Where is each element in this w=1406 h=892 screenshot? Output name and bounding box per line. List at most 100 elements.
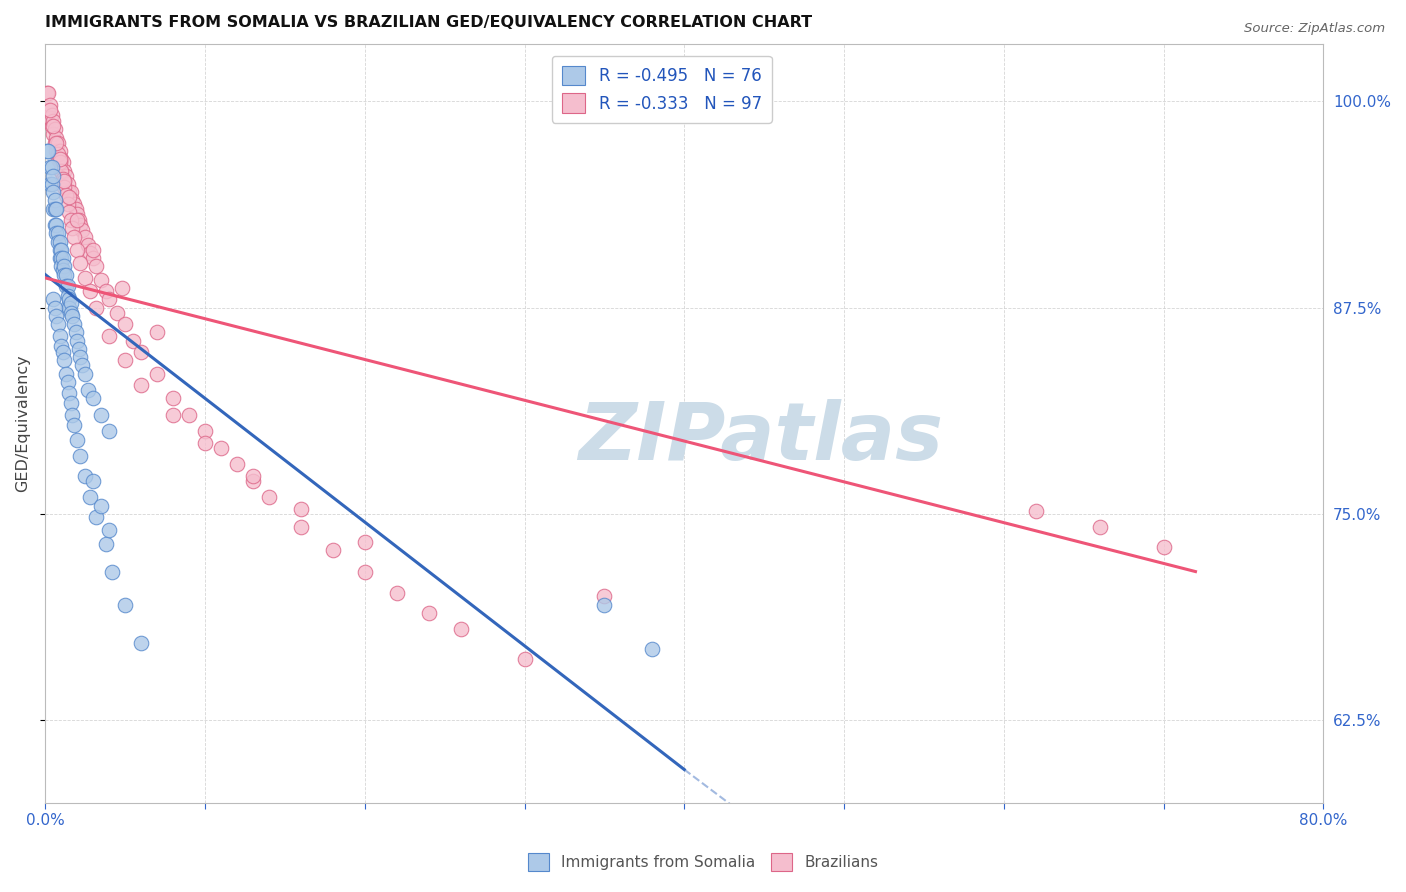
Point (62, 221, 84, 235)
Point (66, 433, 89, 447)
Point (67, 213, 90, 227)
Point (37, 103, 59, 117)
Point (63, 417, 86, 432)
Point (62, 408, 84, 422)
Point (59, 185, 82, 199)
Point (94, 536, 117, 550)
Point (42, 169, 65, 183)
Point (59, 213, 82, 227)
Point (56, 177, 79, 191)
Point (44, 218, 66, 232)
Point (513, 652, 536, 666)
Point (52, 155, 75, 169)
Point (53, 260, 76, 274)
Point (353, 565, 375, 579)
Point (41, 177, 63, 191)
Point (114, 317, 136, 331)
Point (56, 289, 79, 303)
Point (53, 163, 76, 178)
Point (86, 260, 108, 274)
Point (37, 86, 59, 100)
Point (42, 202, 65, 216)
Point (46, 147, 69, 161)
Point (44, 202, 66, 216)
Point (62, 194, 84, 208)
Point (45, 136, 67, 150)
Point (58, 386, 80, 401)
Point (82, 251, 104, 265)
Point (46, 227, 69, 241)
Point (59, 305, 82, 319)
Point (59, 396, 82, 410)
Point (65, 326, 87, 340)
Point (51, 338, 73, 352)
Point (56, 279, 79, 293)
Point (46, 136, 69, 150)
Point (45, 227, 67, 241)
Point (62, 309, 84, 323)
Point (52, 262, 75, 277)
Point (41, 161, 63, 175)
Point (52, 172, 75, 186)
Point (53, 173, 76, 187)
Point (52, 251, 75, 265)
Point (82, 474, 104, 488)
Point (209, 441, 232, 455)
Point (51, 152, 73, 166)
Point (98, 425, 121, 439)
Point (48, 152, 70, 166)
Point (69, 256, 91, 270)
Point (39, 97, 62, 112)
Point (48, 155, 70, 169)
Point (42, 185, 65, 199)
Point (56, 299, 79, 313)
Point (58, 301, 80, 315)
Point (79, 246, 101, 260)
Point (45, 202, 67, 216)
Point (114, 598, 136, 612)
Point (58, 185, 80, 199)
Point (177, 408, 200, 422)
Point (77, 383, 100, 397)
Point (45, 144, 67, 158)
Point (418, 606, 440, 620)
Point (55, 268, 77, 282)
Text: ZIPatlas: ZIPatlas (578, 400, 943, 477)
Point (162, 392, 184, 406)
Point (55, 367, 77, 381)
Point (66, 213, 89, 227)
Point (66, 206, 89, 220)
Point (90, 272, 112, 286)
Point (39, 177, 62, 191)
Y-axis label: GED/Equivalency: GED/Equivalency (15, 354, 30, 491)
Point (51, 260, 73, 274)
Point (105, 305, 128, 319)
Point (63, 229, 86, 244)
Point (42, 128, 65, 142)
Point (53, 268, 76, 282)
Point (44, 194, 66, 208)
Point (593, 590, 616, 604)
Point (66, 243, 89, 257)
Point (65, 202, 87, 216)
Point (82, 243, 104, 257)
Point (98, 524, 121, 538)
Point (63, 317, 86, 331)
Point (35, 86, 58, 100)
Point (55, 188, 77, 202)
Point (450, 623, 472, 637)
Legend: R = -0.495   N = 76, R = -0.333   N = 97: R = -0.495 N = 76, R = -0.333 N = 97 (553, 56, 772, 122)
Point (45, 130, 67, 145)
Point (48, 251, 70, 265)
Point (48, 235, 70, 249)
Point (67, 342, 90, 356)
Text: Source: ZipAtlas.com: Source: ZipAtlas.com (1244, 22, 1385, 36)
Point (75, 469, 97, 483)
Point (37, 144, 59, 158)
Point (63, 196, 86, 211)
Point (41, 107, 63, 121)
Point (44, 301, 66, 315)
Point (51, 243, 73, 257)
Point (35, 144, 58, 158)
Point (46, 235, 69, 249)
